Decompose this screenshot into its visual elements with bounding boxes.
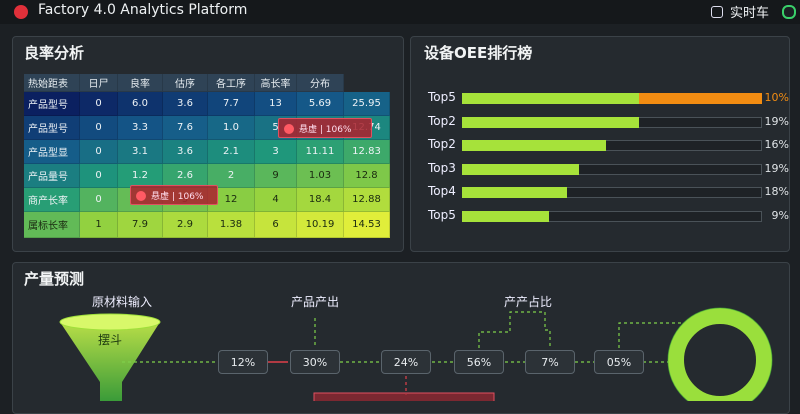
heat-cell: 13 <box>255 92 297 116</box>
tooltip: 悬虚 | 106% <box>130 185 218 205</box>
heat-cell: 1.2 <box>118 164 163 188</box>
logo-icon <box>14 5 28 19</box>
stage-label: 原材料输入 <box>91 295 152 309</box>
row-label: 产品型号 <box>24 116 80 140</box>
heat-cell: 6.0 <box>118 92 163 116</box>
heat-cell: 14.53 <box>344 212 390 238</box>
row-label: 产品型显 <box>24 140 80 164</box>
flow-node: 56% <box>454 350 504 374</box>
flow-node: 12% <box>218 350 268 374</box>
heat-cell: 4 <box>255 188 297 212</box>
heat-cell: 7.7 <box>208 92 255 116</box>
realtime-button[interactable]: 实时车 <box>730 6 770 21</box>
panel-title: 设备OEE排行榜 <box>424 44 533 62</box>
heat-cell: 0 <box>80 116 118 140</box>
heat-cell: 0 <box>80 140 118 164</box>
funnel <box>60 322 160 401</box>
tooltip: 悬虚 | 106% <box>278 118 372 138</box>
heat-cell: 0 <box>80 164 118 188</box>
heat-cell: 2.1 <box>208 140 255 164</box>
alert-box <box>313 392 495 401</box>
header-bar <box>0 0 800 24</box>
heat-cell: 3.1 <box>118 140 163 164</box>
heat-cell: 9 <box>255 164 297 188</box>
row-label: 属标长率 <box>24 212 80 238</box>
funnel-top <box>59 313 161 331</box>
heat-cell: 5.69 <box>297 92 344 116</box>
heat-cell: 1.0 <box>208 116 255 140</box>
heat-cell: 3.3 <box>118 116 163 140</box>
panel-title: 良率分析 <box>24 44 85 62</box>
heat-cell: 3.6 <box>163 140 208 164</box>
column-header: 良率 <box>118 74 163 92</box>
column-header: 高长率 <box>255 74 297 92</box>
heat-cell: 1 <box>80 212 118 238</box>
funnel-label: 摆斗 <box>98 333 122 347</box>
column-header: 热始距表 <box>24 74 80 92</box>
heat-cell: 12.88 <box>344 188 390 212</box>
stage-label: 产品产出 <box>290 295 339 309</box>
heat-cell: 3 <box>255 140 297 164</box>
heat-cell: 6 <box>255 212 297 238</box>
flow-diagram: 摆斗 <box>59 307 773 401</box>
flow-node: 30% <box>290 350 340 374</box>
column-header: 分布 <box>297 74 344 92</box>
heat-cell: 12.83 <box>344 140 390 164</box>
heat-cell: 11.11 <box>297 140 344 164</box>
app-title: Factory 4.0 Analytics Platform <box>38 2 248 18</box>
donut-ring <box>668 308 772 401</box>
stage-label: 产产占比 <box>503 295 552 309</box>
heat-cell: 10.19 <box>297 212 344 238</box>
heat-cell: 18.4 <box>297 188 344 212</box>
heat-cell: 25.95 <box>344 92 390 116</box>
action-icon[interactable] <box>711 6 723 18</box>
heat-cell: 2 <box>208 164 255 188</box>
heat-cell: 2.6 <box>163 164 208 188</box>
flow-node: 7% <box>525 350 575 374</box>
heat-cell: 3.6 <box>163 92 208 116</box>
flow-node: 24% <box>381 350 431 374</box>
column-header: 估序 <box>163 74 208 92</box>
heat-cell: 7.6 <box>163 116 208 140</box>
column-header: 日尸 <box>80 74 118 92</box>
flow-node: 05% <box>594 350 644 374</box>
heat-cell: 0 <box>80 92 118 116</box>
row-label: 产品型号 <box>24 92 80 116</box>
heat-cell: 12.8 <box>344 164 390 188</box>
column-header: 各工序 <box>208 74 255 92</box>
heat-cell: 0 <box>80 188 118 212</box>
heat-cell: 7.9 <box>118 212 163 238</box>
donut-edge <box>667 307 773 401</box>
panel-title: 产量预测 <box>24 270 85 288</box>
row-label: 产品量号 <box>24 164 80 188</box>
heat-cell: 2.9 <box>163 212 208 238</box>
row-label: 商产长率 <box>24 188 80 212</box>
status-dot <box>782 5 796 19</box>
heat-cell: 1.38 <box>208 212 255 238</box>
connectors <box>122 311 682 363</box>
heat-cell: 1.03 <box>297 164 344 188</box>
